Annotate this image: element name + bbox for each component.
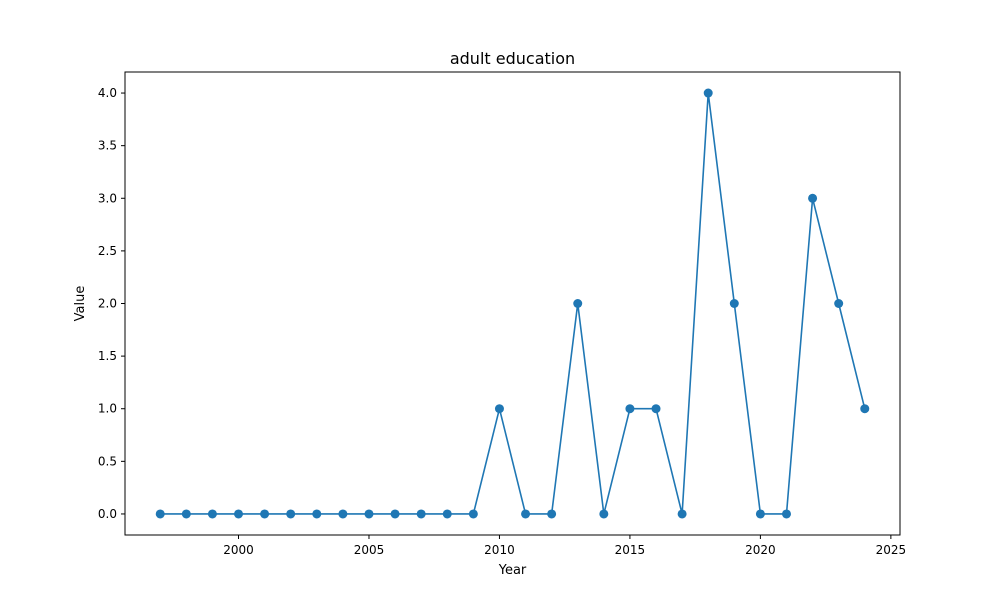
data-point	[677, 509, 687, 519]
series-line	[160, 92, 866, 515]
data-point	[834, 299, 844, 308]
y-tick-label: 0.5	[98, 454, 117, 468]
data-point	[416, 509, 426, 519]
axis-ticks: 2000 2005 2010 2015 2020 2025 0.0 0.5 1.0 1.5 2.0 2…	[98, 86, 906, 557]
data-point	[312, 509, 322, 519]
data-point	[599, 509, 609, 519]
data-point	[651, 404, 661, 414]
x-tick-label: 2015	[615, 543, 646, 557]
x-tick-label: 2005	[354, 543, 385, 557]
y-tick-label: 3.5	[98, 139, 117, 153]
data-point	[181, 509, 191, 519]
data-point	[390, 509, 400, 519]
y-tick-label: 4.0	[98, 86, 117, 100]
data-point	[364, 509, 374, 519]
x-tick-label: 2000	[223, 543, 254, 557]
data-point	[860, 404, 870, 414]
data-point	[808, 193, 818, 203]
y-tick-label: 2.0	[98, 297, 117, 311]
data-point	[703, 88, 713, 98]
data-point	[338, 509, 348, 519]
data-point	[625, 404, 635, 414]
data-point	[547, 509, 557, 519]
data-point	[234, 509, 244, 519]
y-tick-label: 0.0	[98, 507, 117, 521]
data-point	[781, 509, 791, 519]
x-tick-label: 2020	[745, 543, 776, 557]
chart-title: adult education	[450, 49, 575, 68]
data-point	[729, 299, 739, 308]
data-point	[260, 509, 270, 519]
plot-frame	[124, 71, 901, 536]
data-point	[286, 509, 296, 519]
y-tick-label: 1.0	[98, 402, 117, 416]
series-layer	[155, 88, 870, 519]
data-point	[468, 509, 478, 519]
data-point	[155, 509, 165, 519]
y-axis-label: Value	[73, 286, 88, 322]
y-tick-label: 2.5	[98, 244, 117, 258]
x-tick-label: 2010	[484, 543, 515, 557]
data-point	[755, 509, 765, 519]
data-point	[521, 509, 531, 519]
y-tick-label: 1.5	[98, 349, 117, 363]
data-point	[573, 299, 583, 308]
data-point	[207, 509, 217, 519]
x-axis-label: Year	[498, 563, 527, 578]
data-point	[442, 509, 452, 519]
data-point	[494, 404, 504, 414]
y-tick-label: 3.0	[98, 191, 117, 205]
x-tick-label: 2025	[876, 543, 907, 557]
